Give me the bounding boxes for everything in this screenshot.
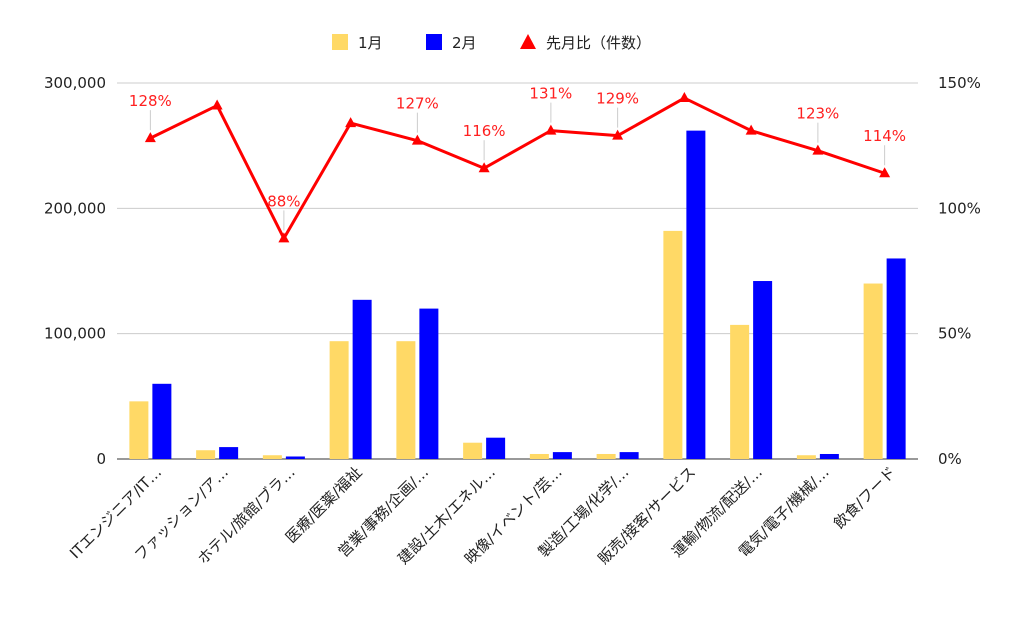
ratio-marker	[478, 162, 490, 173]
ratio-line	[149, 96, 886, 240]
legend-label: 1月	[358, 34, 383, 52]
data-label: 127%	[396, 95, 439, 113]
bar-feb	[152, 383, 172, 459]
legend-label: 2月	[452, 34, 477, 52]
left-tick-label: 100,000	[44, 325, 106, 343]
data-label: 123%	[796, 105, 839, 123]
bar-feb	[819, 453, 839, 459]
data-labels-layer: 128% 88% 127% 116% 131% 129% 123% 114%	[129, 85, 906, 231]
data-label: 114%	[863, 127, 906, 145]
axes-layer: 0100,000200,000300,0000%50%100%150%ITエンジ…	[44, 74, 981, 568]
legend-marker	[520, 34, 536, 49]
bar-feb	[552, 452, 572, 459]
left-tick-label: 200,000	[44, 199, 106, 217]
bar-jan	[196, 450, 216, 459]
gridlines	[117, 82, 918, 460]
bar-feb	[686, 130, 706, 460]
ratio-marker	[345, 117, 357, 128]
ratio-line-layer	[144, 92, 891, 243]
legend-swatch	[426, 34, 442, 50]
bar-feb	[886, 258, 906, 459]
data-label: 88%	[267, 192, 300, 210]
bar-feb	[486, 437, 506, 459]
legend: 1月 2月 先月比（件数）	[332, 34, 651, 52]
bars-layer	[129, 130, 906, 460]
bar-feb	[419, 308, 439, 459]
bar-jan	[730, 324, 750, 459]
left-tick-label: 0	[96, 450, 106, 468]
ratio-marker	[545, 124, 557, 135]
bar-jan	[796, 455, 816, 459]
legend-swatch	[332, 34, 348, 50]
category-label: 飲食/フード	[830, 463, 899, 532]
data-label: 131%	[529, 85, 572, 103]
bar-feb	[753, 281, 773, 459]
bar-jan	[596, 453, 616, 459]
right-tick-label: 100%	[938, 199, 981, 217]
left-tick-label: 300,000	[44, 74, 106, 92]
ratio-marker	[612, 129, 624, 140]
ratio-marker	[678, 92, 690, 103]
bar-feb	[352, 299, 372, 459]
bar-feb	[219, 447, 239, 459]
legend-label: 先月比（件数）	[546, 34, 651, 52]
bar-feb	[285, 456, 305, 459]
bar-jan	[863, 283, 883, 459]
right-tick-label: 150%	[938, 74, 981, 92]
bar-feb	[619, 452, 639, 459]
right-tick-label: 0%	[938, 450, 962, 468]
ratio-marker	[278, 232, 290, 243]
ratio-marker	[211, 99, 223, 110]
bar-jan	[663, 230, 683, 459]
ratio-marker	[745, 124, 757, 135]
bar-jan	[262, 455, 282, 459]
bar-jan	[129, 401, 149, 459]
ratio-marker	[812, 144, 824, 155]
ratio-marker	[879, 167, 891, 178]
ratio-marker	[144, 132, 156, 143]
ratio-marker	[411, 134, 423, 145]
data-label: 116%	[463, 122, 506, 140]
bar-jan	[396, 341, 416, 459]
data-label: 128%	[129, 92, 172, 110]
bar-jan	[529, 453, 549, 459]
right-tick-label: 50%	[938, 325, 971, 343]
bar-jan	[329, 341, 349, 459]
bar-jan	[463, 442, 483, 459]
data-label: 129%	[596, 90, 639, 108]
